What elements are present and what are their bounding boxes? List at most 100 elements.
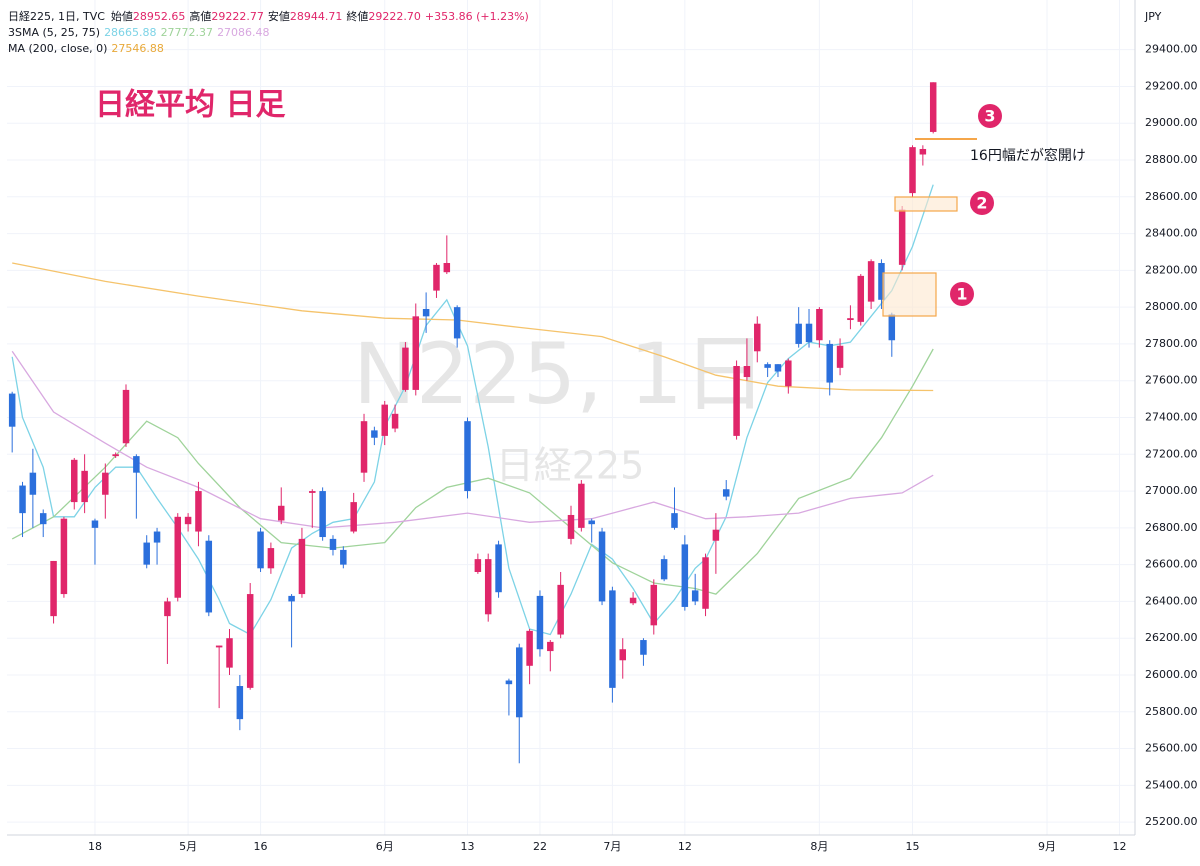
legend-ohlc-value: 29222.70 (368, 10, 421, 23)
candle-body (8, 393, 16, 427)
candle-body (236, 686, 244, 720)
candle-body (774, 364, 782, 372)
candle-body (702, 557, 709, 609)
candle-body (857, 275, 865, 322)
x-tick-label: 18 (88, 840, 102, 853)
candle-body (50, 560, 57, 617)
grid (7, 0, 1135, 835)
candle-body (195, 491, 202, 532)
legend-line: MA (200, close, 0) 27546.88 (8, 42, 164, 55)
candle-body (226, 638, 233, 668)
marker-circle (978, 104, 1002, 128)
candle-body (567, 514, 575, 539)
marker-circle (950, 282, 974, 306)
candle-body (133, 456, 140, 473)
candle-body (381, 404, 388, 436)
y-tick-label: 27800.00 (1145, 337, 1198, 350)
candle-body (557, 584, 564, 635)
candle-body (402, 347, 409, 390)
candle-body (712, 529, 720, 541)
axis-label: JPY (1144, 10, 1162, 23)
candle-body (919, 148, 927, 155)
candle-body (391, 413, 399, 429)
y-tick-label: 26600.00 (1145, 558, 1198, 571)
candle-body (505, 680, 513, 685)
candle-body (288, 595, 295, 602)
candle-body (350, 502, 357, 532)
candle-body (671, 513, 678, 528)
plot (8, 82, 937, 764)
candle-body (588, 520, 595, 525)
candle-body (143, 542, 150, 565)
candle-body (474, 559, 482, 572)
candle-body (805, 323, 813, 343)
candle-body (785, 360, 792, 387)
y-tick-label: 29200.00 (1145, 79, 1198, 92)
candle-body (215, 645, 223, 648)
legend-ohlc-label: 終値 (346, 9, 368, 23)
legend-line: 3SMA (5, 25, 75) 28665.88 27772.37 27086.48 (8, 26, 270, 39)
chart-title: 日経平均 日足 (95, 88, 285, 123)
annotation-note: 16円幅だが窓開け (970, 147, 1086, 164)
candle-body (495, 544, 502, 593)
marker-label: 3 (984, 107, 995, 126)
candle-body (164, 601, 171, 617)
y-tick-label: 28800.00 (1145, 153, 1198, 166)
y-tick-label: 29000.00 (1145, 116, 1198, 129)
y-tick-label: 26800.00 (1145, 521, 1198, 534)
candle-body (691, 590, 699, 602)
candle-body (267, 548, 275, 569)
x-tick-label: 5月 (179, 840, 197, 853)
candle-body (184, 516, 192, 525)
candle-body (453, 307, 461, 339)
y-tick-label: 26400.00 (1145, 594, 1198, 607)
legend-ohlc-value: 28944.71 (290, 10, 343, 23)
indicator-line (11, 350, 934, 529)
candle-body (929, 82, 937, 132)
candle-body (91, 520, 99, 528)
legend-sma-value: 27772.37 (161, 26, 214, 39)
candle-body (826, 343, 833, 383)
y-tick-label: 25200.00 (1145, 815, 1198, 828)
candle-body (722, 489, 730, 497)
candle-body (19, 485, 26, 514)
legend-sma-value: 28665.88 (104, 26, 157, 39)
y-tick-label: 27600.00 (1145, 374, 1198, 387)
candle-body (340, 549, 347, 565)
candle-body (898, 209, 906, 265)
candle-body (309, 491, 316, 493)
candle-body (733, 366, 740, 436)
y-tick-label: 27400.00 (1145, 411, 1198, 424)
y-tick-label: 25600.00 (1145, 742, 1198, 755)
legend-sma-label: 3SMA (5, 25, 75) (8, 26, 100, 39)
candle-body (526, 630, 533, 666)
candle-body (578, 483, 585, 528)
candle-body (153, 531, 161, 543)
y-tick-label: 25800.00 (1145, 705, 1198, 718)
candle-body (329, 538, 337, 550)
legend-ma-value: 27546.88 (111, 42, 164, 55)
candle-body (174, 516, 182, 598)
candle-body (298, 538, 306, 595)
y-tick-label: 27200.00 (1145, 447, 1198, 460)
candle-body (433, 264, 440, 291)
candle-body (29, 472, 37, 495)
x-tick-label: 12 (678, 840, 692, 853)
candle-body (629, 597, 637, 604)
y-tick-label: 26200.00 (1145, 631, 1198, 644)
candle-body (122, 389, 130, 444)
candle-body (650, 584, 658, 626)
legend-change: +353.86 (+1.23%) (425, 10, 529, 23)
indicator-line (12, 262, 934, 392)
candle-body (464, 421, 471, 492)
candle-body (412, 316, 420, 390)
marker-circle (970, 191, 994, 215)
candle-body (888, 314, 896, 341)
legend-ohlc-value: 29222.77 (211, 10, 264, 23)
candle-body (867, 261, 875, 302)
candle-body (878, 263, 885, 300)
candle-body (443, 263, 451, 273)
candle-body (102, 472, 109, 495)
